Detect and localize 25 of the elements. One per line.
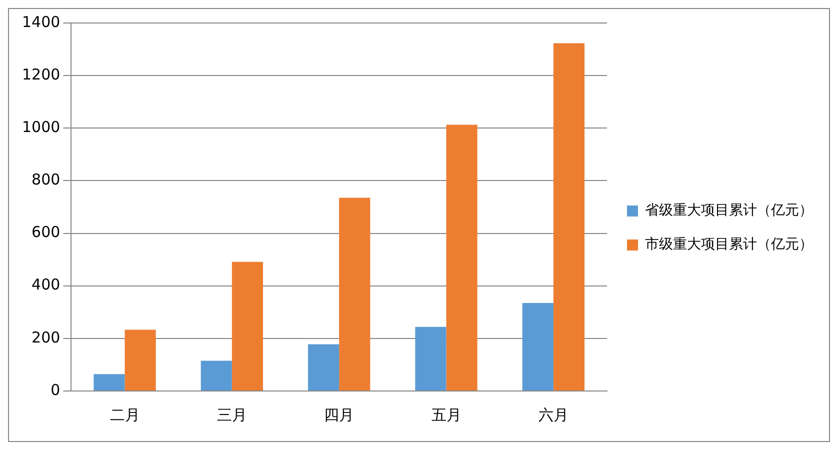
legend-label: 省级重大项目累计（亿元） bbox=[645, 202, 813, 219]
x-tick-label: 六月 bbox=[538, 406, 568, 424]
y-tick-label: 1400 bbox=[22, 12, 60, 31]
x-tick-label: 三月 bbox=[216, 406, 247, 424]
x-tick-label: 五月 bbox=[431, 406, 462, 424]
bar bbox=[308, 344, 340, 390]
legend-label: 市级重大项目累计（亿元） bbox=[645, 236, 813, 253]
bar bbox=[339, 198, 370, 390]
y-tick-label: 0 bbox=[50, 380, 60, 399]
bar bbox=[446, 124, 478, 390]
bar bbox=[232, 262, 263, 390]
x-tick-label: 二月 bbox=[110, 406, 140, 424]
bar bbox=[415, 326, 446, 390]
bar bbox=[124, 330, 156, 390]
y-tick-label: 1200 bbox=[22, 65, 60, 84]
y-tick-label: 200 bbox=[32, 328, 60, 346]
bar bbox=[522, 302, 554, 390]
y-tick-label: 800 bbox=[32, 170, 60, 189]
bar bbox=[200, 360, 232, 390]
y-tick-label: 600 bbox=[32, 223, 60, 242]
bar bbox=[553, 43, 584, 390]
y-tick-label: 400 bbox=[32, 276, 60, 294]
y-tick-label: 1000 bbox=[22, 118, 60, 136]
bar bbox=[94, 374, 125, 390]
x-tick-label: 四月 bbox=[324, 406, 354, 424]
